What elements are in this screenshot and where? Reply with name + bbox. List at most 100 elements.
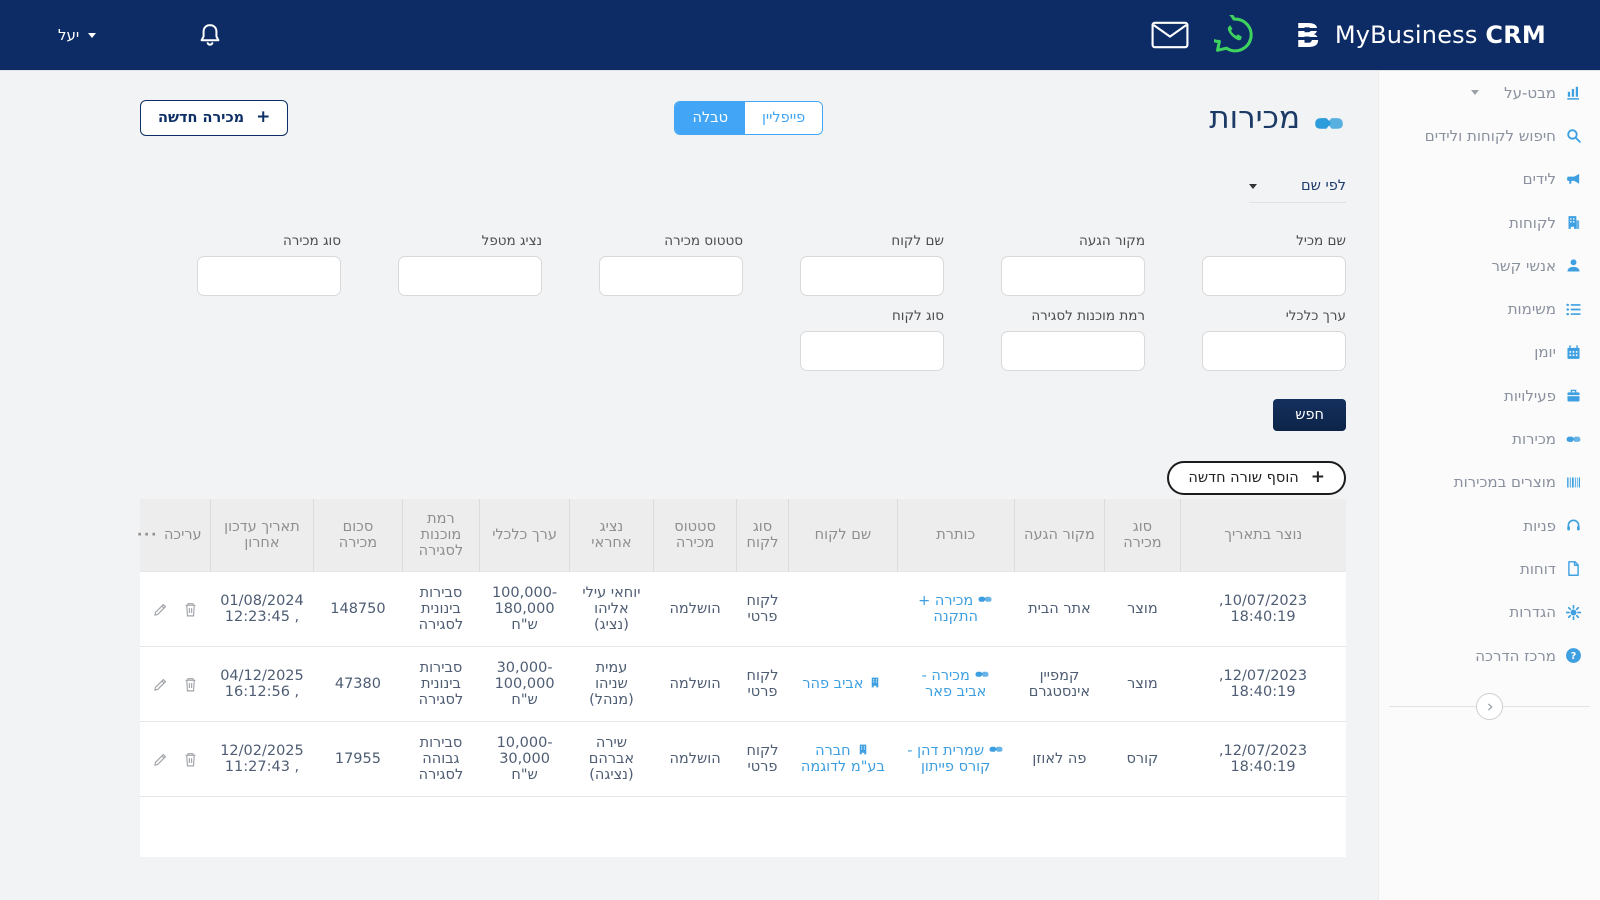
chevron-down-icon (1249, 183, 1257, 189)
sidebar-item-overview[interactable]: מבט-על (1379, 71, 1600, 114)
title-cell: מכירה + התקנה (897, 571, 1015, 647)
notifications-bell-icon[interactable] (196, 21, 224, 49)
sidebar-item-reports[interactable]: דוחות (1379, 547, 1600, 590)
building-icon (867, 676, 883, 689)
mail-icon[interactable] (1151, 21, 1189, 49)
amount-cell: 17955 (313, 721, 403, 797)
amount-cell: 47380 (313, 646, 403, 722)
calendar-icon (1565, 344, 1582, 361)
sale-title-link[interactable]: מכירה - אביב פאר (922, 668, 990, 700)
title-cell: שמרית דהן - קורס פייתון (897, 721, 1015, 797)
filter-closing-readiness: רמת מוכנות לסגירה (1001, 308, 1145, 371)
sidebar-item-search-customers-leads[interactable]: חיפוש לקוחות ולידים (1379, 114, 1600, 157)
sales-table: נוצר בתאריך סוג מכירה מקור הגעה כותרת שם… (136, 499, 1346, 857)
readiness-cell: סבירות בינונית לסגירה (402, 571, 480, 647)
updated-cell: 04/12/2025, 16:12:56 (210, 646, 314, 722)
building-icon (1565, 214, 1582, 231)
col-updated: תאריך עדכון אחרון (209, 499, 314, 572)
customer-cell: חברה בע"מ לדוגמה (788, 721, 898, 797)
closing-readiness-input[interactable] (1001, 331, 1145, 371)
sidebar-item-tasks[interactable]: משימות (1379, 287, 1600, 330)
source-cell: פה לאוזן (1014, 721, 1105, 797)
delete-icon[interactable] (182, 676, 199, 693)
sidebar-item-customers[interactable]: לקוחות (1379, 201, 1600, 244)
ellipsis-icon[interactable]: ··· (136, 527, 158, 543)
customer-type-input[interactable] (800, 331, 944, 371)
col-edit: עריכה··· (136, 499, 211, 572)
sale-title-link[interactable]: מכירה + התקנה (918, 593, 993, 625)
rep-cell: שירה אברהם (נציגה) (569, 721, 654, 797)
col-created: נוצר בתאריך (1179, 499, 1346, 572)
delete-icon[interactable] (182, 601, 199, 618)
plus-icon: + (1310, 467, 1325, 488)
gear-icon (1565, 604, 1582, 621)
new-sale-button[interactable]: + מכירה חדשה (140, 100, 289, 136)
search-button[interactable]: חפש (1273, 399, 1346, 431)
handshake-icon (1312, 107, 1346, 129)
arrival-source-input[interactable] (1001, 256, 1145, 296)
edit-pencil-icon[interactable] (152, 601, 169, 618)
edit-pencil-icon[interactable] (152, 751, 169, 768)
customer-cell: אביב פהר (788, 646, 898, 722)
top-navbar: יעל B (0, 0, 1600, 70)
sale-type-cell: קורס (1104, 721, 1181, 797)
sort-by-select[interactable]: לפי שם (1249, 178, 1346, 203)
name-contains-input[interactable] (1202, 256, 1346, 296)
handling-rep-input[interactable] (398, 256, 542, 296)
rep-cell: יוחאי עילי אליהו (נציג) (569, 571, 654, 647)
sidebar-item-settings[interactable]: הגדרות (1379, 591, 1600, 634)
col-amount: סכום מכירה (313, 499, 403, 572)
handshake-icon (977, 593, 993, 606)
actions-cell (140, 721, 211, 797)
filter-handling-rep: נציג מטפל (398, 233, 542, 296)
document-icon (1565, 560, 1582, 577)
table-view-button[interactable]: טבלה (675, 102, 745, 134)
readiness-cell: סבירות גבוהה לסגירה (402, 721, 480, 797)
filter-customer-type: סוג לקוח (800, 308, 944, 371)
sale-status-input[interactable] (599, 256, 743, 296)
briefcase-icon (1565, 387, 1582, 404)
filter-sale-status: סטטוס מכירה (599, 233, 743, 296)
updated-cell: 01/08/2024, 12:23:45 (210, 571, 314, 647)
sidebar-item-inquiries[interactable]: פניות (1379, 504, 1600, 547)
sidebar-item-calendar[interactable]: יומן (1379, 331, 1600, 374)
title-cell: מכירה - אביב פאר (897, 646, 1015, 722)
sidebar-item-sale-products[interactable]: מוצרים במכירות (1379, 461, 1600, 504)
sale-title-link[interactable]: שמרית דהן - קורס פייתון (907, 743, 1004, 775)
sale-type-cell: מוצר (1104, 646, 1181, 722)
sidebar-item-help-center[interactable]: ? מרכז הדרכה (1379, 634, 1600, 677)
economic-value-input[interactable] (1202, 331, 1346, 371)
sale-type-input[interactable] (197, 256, 341, 296)
brand-name: MyBusiness CRM (1334, 21, 1546, 49)
table-row: 12/07/2023, 18:40:19 קורס פה לאוזן שמרית… (140, 721, 1346, 797)
rep-cell: עמית שניהו (מנהל) (569, 646, 654, 722)
whatsapp-icon[interactable] (1213, 15, 1254, 55)
customer-link[interactable]: אביב פהר (802, 676, 883, 692)
delete-icon[interactable] (182, 751, 199, 768)
customer-type-cell: לקוח פרטי (736, 646, 789, 722)
customer-type-cell: לקוח פרטי (736, 571, 789, 647)
sale-type-cell: מוצר (1104, 571, 1181, 647)
sidebar-item-contacts[interactable]: אנשי קשר (1379, 244, 1600, 287)
add-new-row-button[interactable]: + הוסף שורה חדשה (1167, 461, 1346, 495)
search-icon (1565, 127, 1582, 144)
chevron-down-icon (88, 32, 97, 38)
user-menu[interactable]: יעל (58, 26, 97, 44)
handshake-icon (1565, 431, 1582, 448)
col-readiness: רמת מוכנות לסגירה (401, 499, 480, 572)
col-customer: שם לקוח (787, 499, 898, 572)
task-list-icon (1565, 301, 1582, 318)
sidebar-item-sales[interactable]: מכירות (1379, 417, 1600, 460)
customer-link[interactable]: חברה בע"מ לדוגמה (800, 743, 885, 775)
customer-cell (788, 571, 898, 647)
sidebar-item-leads[interactable]: לידים (1379, 158, 1600, 201)
pipeline-view-button[interactable]: פייפליין (744, 102, 823, 134)
customer-name-input[interactable] (800, 256, 944, 296)
readiness-cell: סבירות בינונית לסגירה (402, 646, 480, 722)
col-status: סטטוס מכירה (653, 499, 737, 572)
source-cell: קמפיין אינסטגרם (1014, 646, 1105, 722)
sidebar-collapse-button[interactable] (1476, 693, 1503, 721)
person-icon (1565, 257, 1582, 274)
edit-pencil-icon[interactable] (152, 676, 169, 693)
sidebar-item-activities[interactable]: פעילויות (1379, 374, 1600, 417)
